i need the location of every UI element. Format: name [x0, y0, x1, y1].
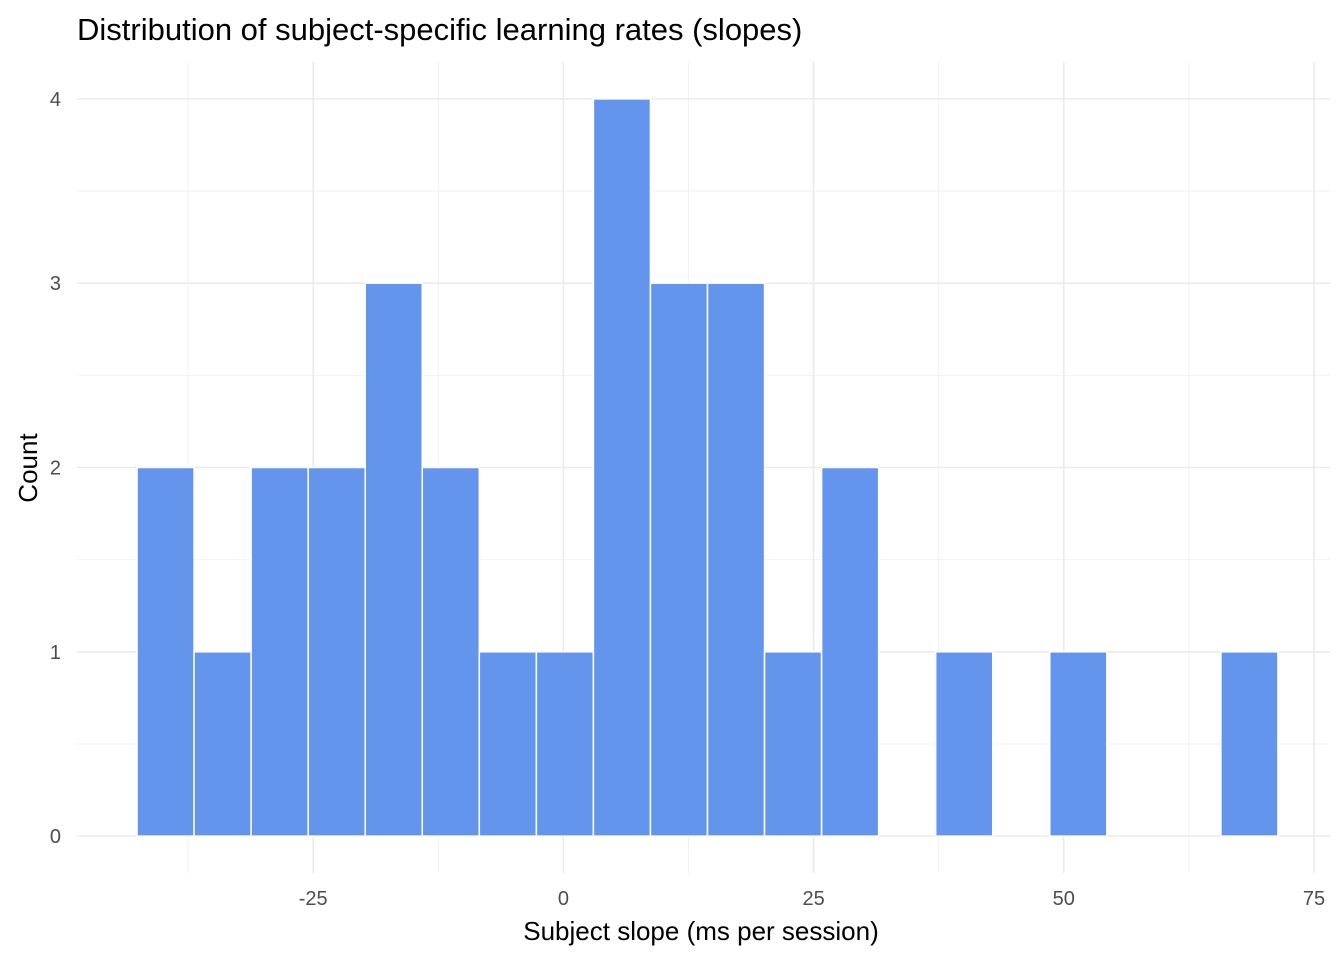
histogram-bar [421, 466, 481, 837]
chart-title: Distribution of subject-specific learnin… [77, 12, 802, 47]
histogram-bar [649, 282, 709, 837]
histogram-bar [478, 651, 538, 837]
x-tick-label: 75 [1303, 888, 1325, 910]
histogram-bar [136, 466, 195, 837]
histogram-bar [706, 282, 766, 837]
histogram-bar [763, 651, 823, 837]
x-axis-title: Subject slope (ms per session) [523, 916, 878, 946]
histogram-bar [1049, 651, 1108, 837]
histogram-bar [364, 282, 424, 837]
x-axis-tick-labels: -25 0 25 50 75 [299, 888, 1325, 910]
x-tick-label: -25 [299, 888, 328, 910]
histogram-bar [193, 651, 252, 837]
x-tick-label: 50 [1053, 888, 1075, 910]
y-tick-label: 2 [50, 458, 61, 480]
histogram-bar [250, 466, 309, 837]
histogram-bar [592, 98, 652, 837]
y-axis-tick-labels: 0 1 2 3 4 [50, 89, 61, 848]
histogram-bar [535, 651, 595, 837]
y-axis-title: Count [13, 433, 43, 503]
y-tick-label: 1 [50, 642, 61, 664]
y-tick-label: 4 [50, 89, 61, 111]
x-tick-label: 25 [802, 888, 824, 910]
y-tick-label: 0 [50, 826, 61, 848]
histogram-bar [1220, 651, 1279, 837]
histogram-bar [307, 466, 366, 837]
histogram-bar [934, 651, 994, 837]
x-tick-label: 0 [558, 888, 569, 910]
y-tick-label: 3 [50, 273, 61, 295]
histogram-bars [136, 98, 1279, 837]
histogram-bar [820, 466, 880, 837]
